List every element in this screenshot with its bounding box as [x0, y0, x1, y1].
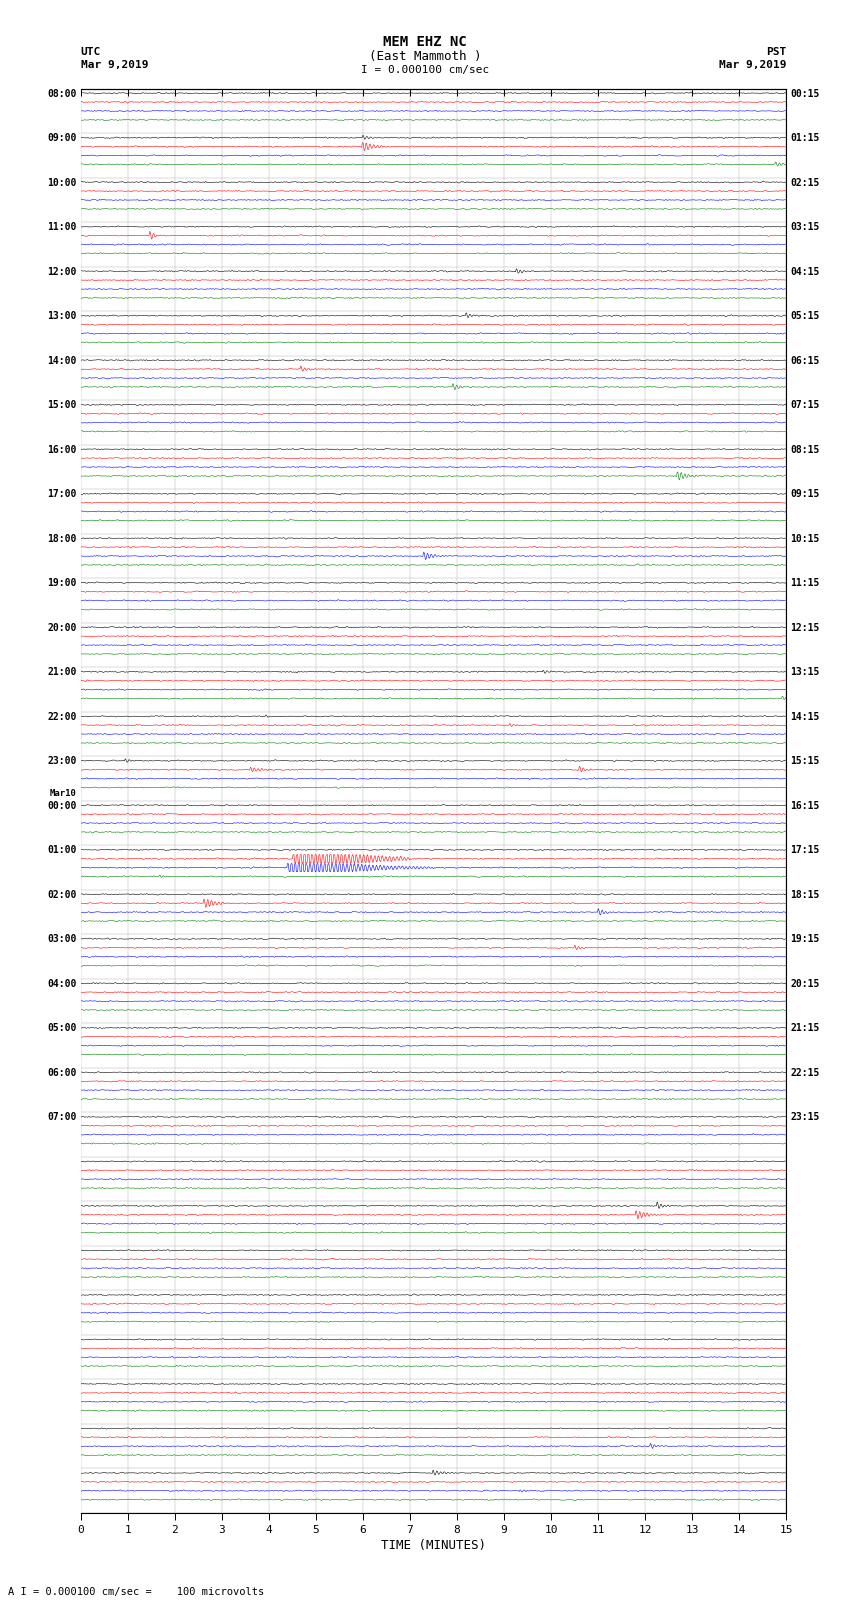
Text: 15:15: 15:15 — [790, 756, 820, 766]
Text: 04:15: 04:15 — [790, 266, 820, 277]
Text: 11:15: 11:15 — [790, 579, 820, 589]
Text: 07:15: 07:15 — [790, 400, 820, 410]
Text: 13:00: 13:00 — [47, 311, 76, 321]
Text: Mar 9,2019: Mar 9,2019 — [81, 60, 148, 69]
Text: 01:00: 01:00 — [47, 845, 76, 855]
Text: Mar 9,2019: Mar 9,2019 — [719, 60, 786, 69]
Text: 14:15: 14:15 — [790, 711, 820, 723]
Text: I = 0.000100 cm/sec: I = 0.000100 cm/sec — [361, 65, 489, 74]
Text: MEM EHZ NC: MEM EHZ NC — [383, 35, 467, 50]
Text: 03:00: 03:00 — [47, 934, 76, 944]
Text: 02:00: 02:00 — [47, 890, 76, 900]
Text: 19:15: 19:15 — [790, 934, 820, 944]
Text: 12:15: 12:15 — [790, 623, 820, 632]
Text: 00:15: 00:15 — [790, 89, 820, 98]
Text: 06:15: 06:15 — [790, 356, 820, 366]
Text: 17:15: 17:15 — [790, 845, 820, 855]
Text: 20:15: 20:15 — [790, 979, 820, 989]
Text: A I = 0.000100 cm/sec =    100 microvolts: A I = 0.000100 cm/sec = 100 microvolts — [8, 1587, 264, 1597]
Text: 23:15: 23:15 — [790, 1113, 820, 1123]
Text: 22:15: 22:15 — [790, 1068, 820, 1077]
Text: 08:00: 08:00 — [47, 89, 76, 98]
Text: 19:00: 19:00 — [47, 579, 76, 589]
Text: 17:00: 17:00 — [47, 489, 76, 500]
Text: 13:15: 13:15 — [790, 668, 820, 677]
Text: 12:00: 12:00 — [47, 266, 76, 277]
Text: 06:00: 06:00 — [47, 1068, 76, 1077]
Text: 05:15: 05:15 — [790, 311, 820, 321]
Text: 11:00: 11:00 — [47, 223, 76, 232]
Text: PST: PST — [766, 47, 786, 56]
Text: 02:15: 02:15 — [790, 177, 820, 187]
Text: 08:15: 08:15 — [790, 445, 820, 455]
Text: 18:00: 18:00 — [47, 534, 76, 544]
Text: 23:00: 23:00 — [47, 756, 76, 766]
Text: 16:00: 16:00 — [47, 445, 76, 455]
Text: 07:00: 07:00 — [47, 1113, 76, 1123]
Text: 05:00: 05:00 — [47, 1023, 76, 1034]
Text: 01:15: 01:15 — [790, 134, 820, 144]
Text: 21:15: 21:15 — [790, 1023, 820, 1034]
X-axis label: TIME (MINUTES): TIME (MINUTES) — [381, 1539, 486, 1552]
Text: 00:00: 00:00 — [47, 800, 76, 811]
Text: 20:00: 20:00 — [47, 623, 76, 632]
Text: (East Mammoth ): (East Mammoth ) — [369, 50, 481, 63]
Text: 09:15: 09:15 — [790, 489, 820, 500]
Text: 14:00: 14:00 — [47, 356, 76, 366]
Text: 03:15: 03:15 — [790, 223, 820, 232]
Text: 10:15: 10:15 — [790, 534, 820, 544]
Text: 10:00: 10:00 — [47, 177, 76, 187]
Text: 16:15: 16:15 — [790, 800, 820, 811]
Text: 18:15: 18:15 — [790, 890, 820, 900]
Text: 04:00: 04:00 — [47, 979, 76, 989]
Text: 21:00: 21:00 — [47, 668, 76, 677]
Text: 22:00: 22:00 — [47, 711, 76, 723]
Text: 09:00: 09:00 — [47, 134, 76, 144]
Text: Mar10: Mar10 — [49, 789, 76, 797]
Text: 15:00: 15:00 — [47, 400, 76, 410]
Text: UTC: UTC — [81, 47, 101, 56]
